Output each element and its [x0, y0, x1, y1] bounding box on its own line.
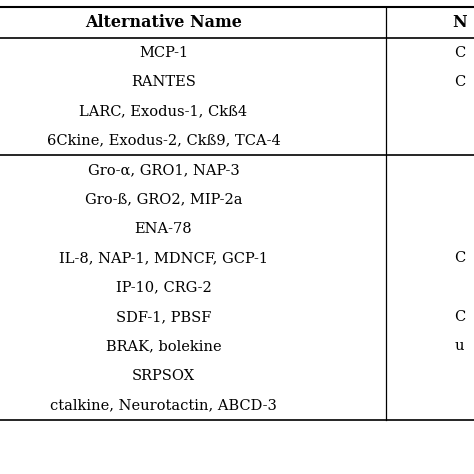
Text: ctalkine, Neurotactin, ABCD-3: ctalkine, Neurotactin, ABCD-3 — [50, 398, 277, 412]
Text: IP-10, CRG-2: IP-10, CRG-2 — [116, 281, 211, 295]
Text: C: C — [454, 46, 465, 60]
Text: IL-8, NAP-1, MDNCF, GCP-1: IL-8, NAP-1, MDNCF, GCP-1 — [59, 251, 268, 265]
Text: BRAK, bolekine: BRAK, bolekine — [106, 339, 221, 354]
Text: u: u — [455, 339, 465, 354]
Text: 6Ckine, Exodus-2, Ckß9, TCA-4: 6Ckine, Exodus-2, Ckß9, TCA-4 — [46, 134, 281, 148]
Text: SDF-1, PBSF: SDF-1, PBSF — [116, 310, 211, 324]
Text: MCP-1: MCP-1 — [139, 46, 188, 60]
Text: Gro-ß, GRO2, MIP-2a: Gro-ß, GRO2, MIP-2a — [85, 192, 242, 207]
Text: C: C — [454, 75, 465, 89]
Text: Gro-α, GRO1, NAP-3: Gro-α, GRO1, NAP-3 — [88, 163, 239, 177]
Text: N: N — [453, 14, 467, 31]
Text: Alternative Name: Alternative Name — [85, 14, 242, 31]
Text: RANTES: RANTES — [131, 75, 196, 89]
Text: C: C — [454, 251, 465, 265]
Text: SRPSOX: SRPSOX — [132, 369, 195, 383]
Text: C: C — [454, 310, 465, 324]
Text: ENA-78: ENA-78 — [135, 222, 192, 236]
Text: LARC, Exodus-1, Ckß4: LARC, Exodus-1, Ckß4 — [80, 104, 247, 118]
